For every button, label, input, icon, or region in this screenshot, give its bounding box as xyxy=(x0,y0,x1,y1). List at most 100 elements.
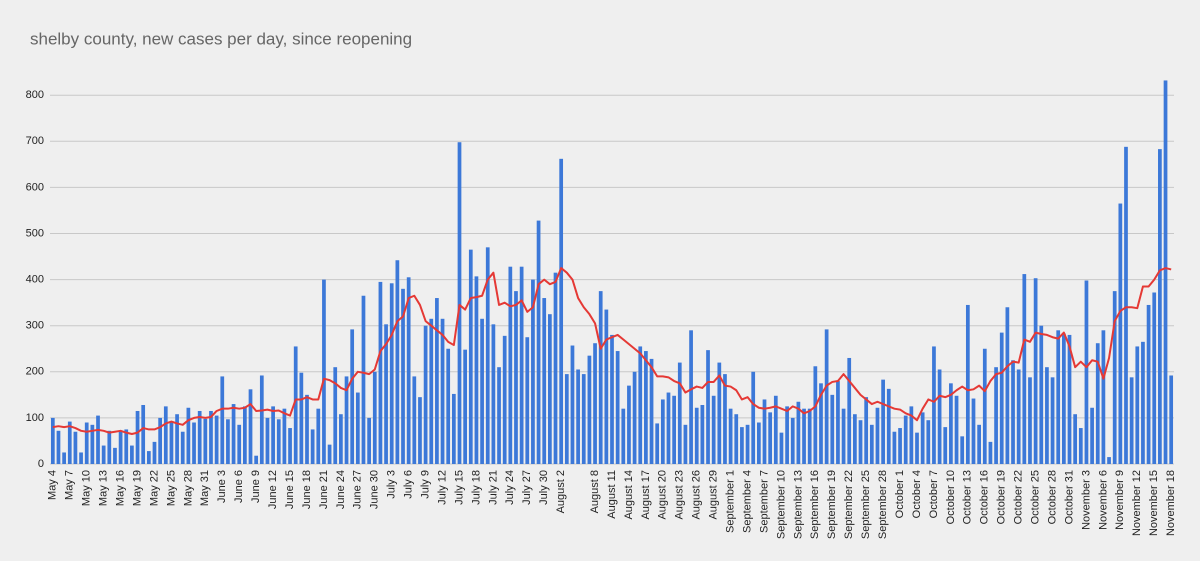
bar xyxy=(1084,280,1089,464)
bar xyxy=(276,419,281,464)
bar xyxy=(796,401,801,464)
x-tick-label: October 28 xyxy=(1046,470,1058,524)
bar xyxy=(62,452,66,464)
bar xyxy=(327,444,332,464)
bar xyxy=(615,351,620,464)
bar xyxy=(954,395,959,464)
bar xyxy=(152,441,157,464)
x-tick-label: August 26 xyxy=(691,470,703,520)
bar xyxy=(802,408,806,464)
x-tick-label: May 22 xyxy=(148,470,160,506)
x-tick-label: October 13 xyxy=(962,470,974,524)
bar xyxy=(186,407,191,464)
bar xyxy=(734,414,739,464)
bar xyxy=(446,348,451,464)
bar xyxy=(581,374,586,464)
bar xyxy=(333,367,338,464)
x-tick-label: September 25 xyxy=(860,470,872,539)
bar xyxy=(401,288,405,464)
bar xyxy=(892,431,897,464)
bar xyxy=(406,277,411,464)
bar xyxy=(779,432,784,464)
bar xyxy=(593,343,597,464)
bar xyxy=(271,406,275,464)
bar xyxy=(163,406,168,464)
bar xyxy=(807,408,812,464)
bar xyxy=(881,379,885,464)
bar xyxy=(1163,80,1168,464)
bar xyxy=(830,394,835,464)
x-tick-label: June 15 xyxy=(284,470,296,509)
bar xyxy=(564,374,569,464)
bar xyxy=(1005,307,1010,464)
bar xyxy=(943,427,948,464)
x-tick-label: May 10 xyxy=(81,470,93,506)
bar xyxy=(180,431,185,464)
x-tick-label: October 10 xyxy=(945,470,957,524)
x-tick-label: July 12 xyxy=(436,470,448,505)
bar xyxy=(915,432,919,464)
bar xyxy=(982,348,987,464)
bar xyxy=(209,410,213,464)
bar xyxy=(412,376,417,464)
bar xyxy=(1107,457,1111,464)
bar xyxy=(231,404,236,464)
bar xyxy=(621,408,626,464)
bar xyxy=(214,415,219,464)
y-tick-label: 700 xyxy=(26,135,44,147)
bar xyxy=(756,422,761,464)
y-tick-label: 200 xyxy=(26,366,44,378)
bar xyxy=(372,371,377,464)
x-tick-label: September 7 xyxy=(758,470,770,533)
x-tick-label: September 28 xyxy=(877,470,889,539)
bar xyxy=(977,424,981,464)
bar xyxy=(1112,291,1117,464)
bar xyxy=(350,329,355,464)
bar xyxy=(536,220,541,464)
bar xyxy=(130,445,134,464)
bar xyxy=(316,408,321,464)
bar xyxy=(135,410,140,464)
x-tick-label: August 29 xyxy=(708,470,720,520)
bar xyxy=(514,291,518,464)
x-tick-label: November 6 xyxy=(1097,470,1109,530)
x-tick-label: September 19 xyxy=(826,470,838,539)
x-tick-label: June 6 xyxy=(233,470,245,503)
bar xyxy=(988,441,993,464)
bar xyxy=(395,260,400,464)
x-tick-label: July 6 xyxy=(403,470,415,499)
x-tick-label: July 9 xyxy=(420,470,432,499)
bar xyxy=(237,424,242,464)
bar xyxy=(468,249,473,464)
x-tick-label: November 9 xyxy=(1114,470,1126,530)
bar xyxy=(305,394,309,464)
x-tick-label: November 3 xyxy=(1080,470,1092,530)
bar xyxy=(598,291,603,464)
x-tick-label: June 9 xyxy=(250,470,262,503)
x-tick-label: October 7 xyxy=(928,470,940,518)
x-tick-label: August 11 xyxy=(606,470,618,519)
bar xyxy=(768,412,773,464)
x-tick-label: May 31 xyxy=(199,470,211,506)
x-tick-label: July 27 xyxy=(521,470,533,505)
x-tick-label: November 15 xyxy=(1148,470,1160,536)
x-tick-label: May 4 xyxy=(47,470,59,500)
x-tick-label: July 21 xyxy=(487,470,499,505)
bar xyxy=(542,298,547,464)
bar xyxy=(1022,274,1027,464)
bar xyxy=(67,421,72,464)
bar xyxy=(101,445,106,464)
bar xyxy=(282,408,287,464)
bar xyxy=(1118,203,1123,464)
bar xyxy=(785,406,789,464)
bar xyxy=(649,358,654,464)
bar xyxy=(485,247,490,464)
bar xyxy=(384,324,388,464)
bar xyxy=(389,283,394,464)
bar xyxy=(858,420,863,464)
bar xyxy=(711,395,716,464)
bar xyxy=(175,414,179,464)
bar xyxy=(898,428,902,464)
bar xyxy=(553,272,558,464)
